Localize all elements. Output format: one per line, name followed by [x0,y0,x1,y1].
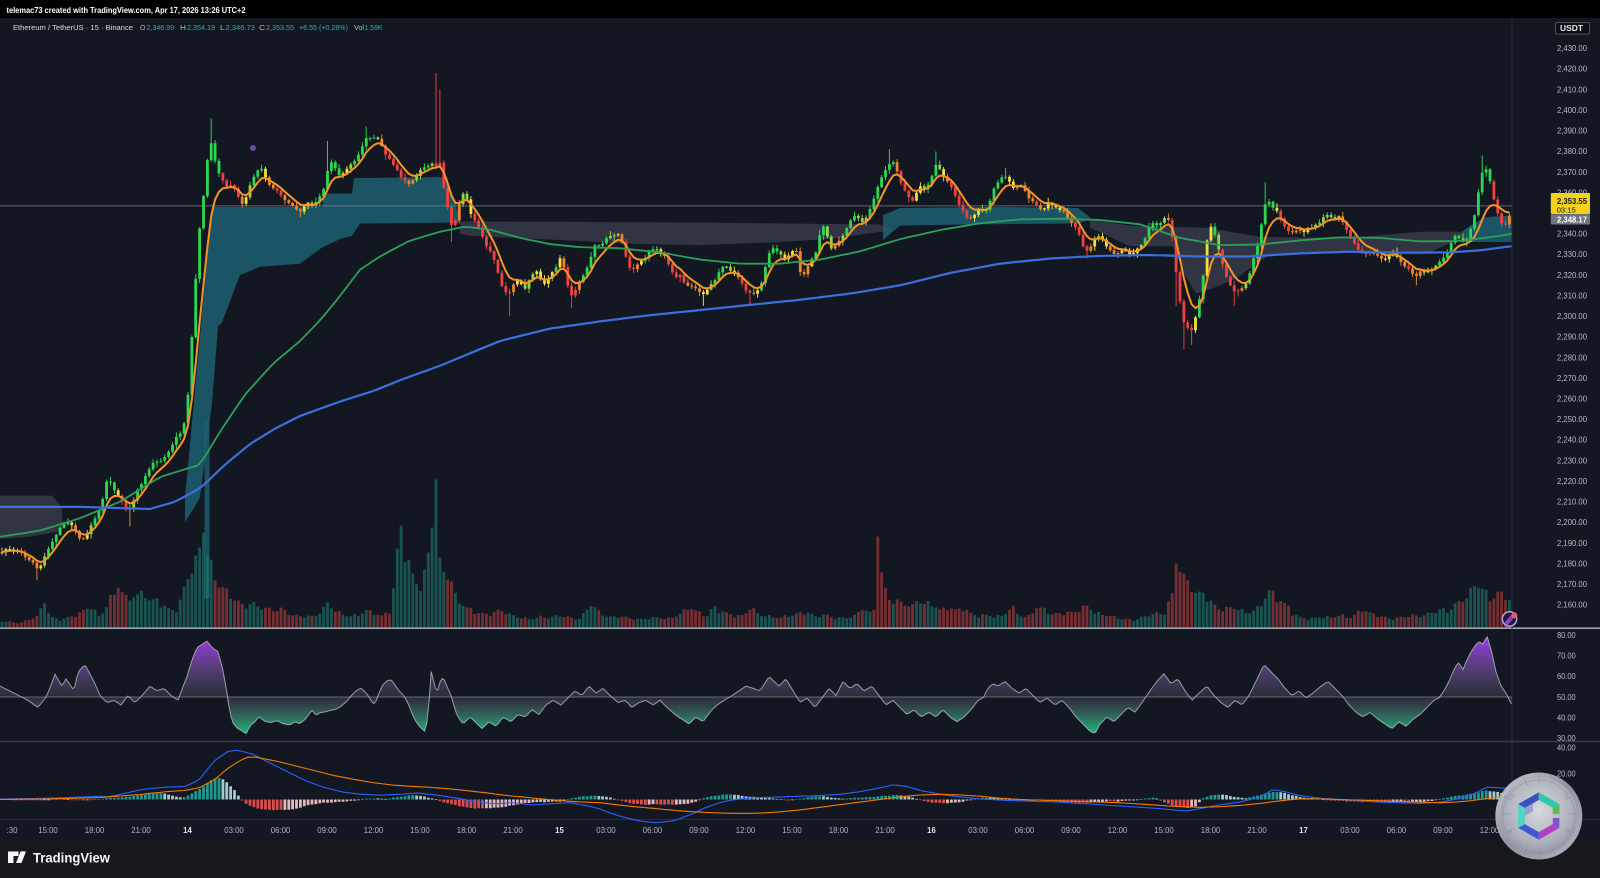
svg-text:2,320.00: 2,320.00 [1557,271,1588,280]
svg-text:12:00: 12:00 [736,826,756,835]
svg-text:2,190.00: 2,190.00 [1557,539,1588,548]
svg-text:2,340.00: 2,340.00 [1557,230,1588,239]
svg-text:2,260.00: 2,260.00 [1557,394,1588,403]
svg-text:2,180.00: 2,180.00 [1557,559,1588,568]
svg-text:2,346.73: 2,346.73 [226,23,256,32]
svg-text:03:00: 03:00 [968,826,988,835]
svg-text:06:00: 06:00 [271,826,291,835]
svg-text:2,348.17: 2,348.17 [1557,215,1588,224]
svg-text:2,390.00: 2,390.00 [1557,127,1588,136]
svg-text:16: 16 [927,826,936,835]
svg-text:21:00: 21:00 [1247,826,1267,835]
svg-text:2,270.00: 2,270.00 [1557,374,1588,383]
svg-text:2,170.00: 2,170.00 [1557,580,1588,589]
svg-text:30.00: 30.00 [1557,734,1576,743]
svg-text:15:00: 15:00 [410,826,430,835]
svg-text:2,200.00: 2,200.00 [1557,518,1588,527]
svg-text:2,360.00: 2,360.00 [1557,188,1588,197]
svg-text:L: L [220,23,225,32]
svg-text:09:00: 09:00 [1061,826,1081,835]
svg-text:21:00: 21:00 [131,826,151,835]
svg-text:2,370.00: 2,370.00 [1557,168,1588,177]
svg-text:80.00: 80.00 [1557,631,1576,640]
svg-text:09:00: 09:00 [689,826,709,835]
svg-text:2,354.19: 2,354.19 [187,23,215,32]
svg-text:2,410.00: 2,410.00 [1557,85,1588,94]
svg-text:1.59K: 1.59K [365,23,383,32]
svg-text:15:00: 15:00 [38,826,58,835]
svg-text:12:00: 12:00 [1108,826,1128,835]
svg-text:2,240.00: 2,240.00 [1557,436,1588,445]
svg-text:2,220.00: 2,220.00 [1557,477,1588,486]
svg-text:2,230.00: 2,230.00 [1557,456,1588,465]
svg-text:18:00: 18:00 [457,826,477,835]
svg-text:14: 14 [183,826,192,835]
svg-text:2,290.00: 2,290.00 [1557,333,1588,342]
svg-text:15:00: 15:00 [1154,826,1174,835]
svg-text:C: C [259,23,266,32]
svg-text:09:00: 09:00 [1433,826,1453,835]
svg-text:2,353.55: 2,353.55 [1557,197,1588,206]
svg-text:60.00: 60.00 [1557,672,1576,681]
svg-text:USDT: USDT [1560,24,1583,33]
svg-text:2,400.00: 2,400.00 [1557,106,1588,115]
svg-text:O: O [140,23,146,32]
svg-text:12:00: 12:00 [364,826,384,835]
svg-text:17: 17 [1299,826,1308,835]
svg-text:2,300.00: 2,300.00 [1557,312,1588,321]
svg-text:telemac73 created with Trading: telemac73 created with TradingView.com, … [7,6,246,15]
svg-text:03:00: 03:00 [1340,826,1360,835]
svg-text:40.00: 40.00 [1557,743,1576,752]
svg-text::30: :30 [7,826,19,835]
svg-text:H: H [180,23,186,32]
svg-text:2,280.00: 2,280.00 [1557,353,1588,362]
svg-text:Vol: Vol [354,23,364,32]
svg-text:TradingView: TradingView [33,851,110,866]
svg-text:+6.55 (+0.28%): +6.55 (+0.28%) [299,23,348,32]
svg-text:21:00: 21:00 [503,826,523,835]
svg-text:40.00: 40.00 [1557,713,1576,722]
svg-text:2,420.00: 2,420.00 [1557,65,1588,74]
svg-text:20.00: 20.00 [1557,769,1576,778]
svg-text:2,330.00: 2,330.00 [1557,250,1588,259]
svg-text:2,380.00: 2,380.00 [1557,147,1588,156]
svg-text:03:00: 03:00 [224,826,244,835]
svg-text:06:00: 06:00 [643,826,663,835]
svg-text:15:00: 15:00 [782,826,802,835]
svg-text:06:00: 06:00 [1387,826,1407,835]
svg-text:06:00: 06:00 [1015,826,1035,835]
svg-text:21:00: 21:00 [875,826,895,835]
svg-text:2,310.00: 2,310.00 [1557,291,1588,300]
svg-text:2,250.00: 2,250.00 [1557,415,1588,424]
svg-text:70.00: 70.00 [1557,652,1576,661]
svg-text:03:00: 03:00 [596,826,616,835]
svg-text:18:00: 18:00 [829,826,849,835]
svg-text:2,346.99: 2,346.99 [147,23,175,32]
svg-text:2,353.55: 2,353.55 [266,23,294,32]
svg-text:2,160.00: 2,160.00 [1557,601,1588,610]
svg-text:18:00: 18:00 [85,826,105,835]
svg-text:12:00: 12:00 [1480,826,1500,835]
svg-text:2,210.00: 2,210.00 [1557,498,1588,507]
svg-text:Ethereum / TetherUS · 15 · Bin: Ethereum / TetherUS · 15 · Binance [13,23,133,32]
svg-text:50.00: 50.00 [1557,693,1576,702]
svg-text:15: 15 [555,826,564,835]
svg-text:09:00: 09:00 [317,826,337,835]
svg-text:2,430.00: 2,430.00 [1557,44,1588,53]
svg-text:18:00: 18:00 [1201,826,1221,835]
svg-text:03:15: 03:15 [1557,206,1576,215]
